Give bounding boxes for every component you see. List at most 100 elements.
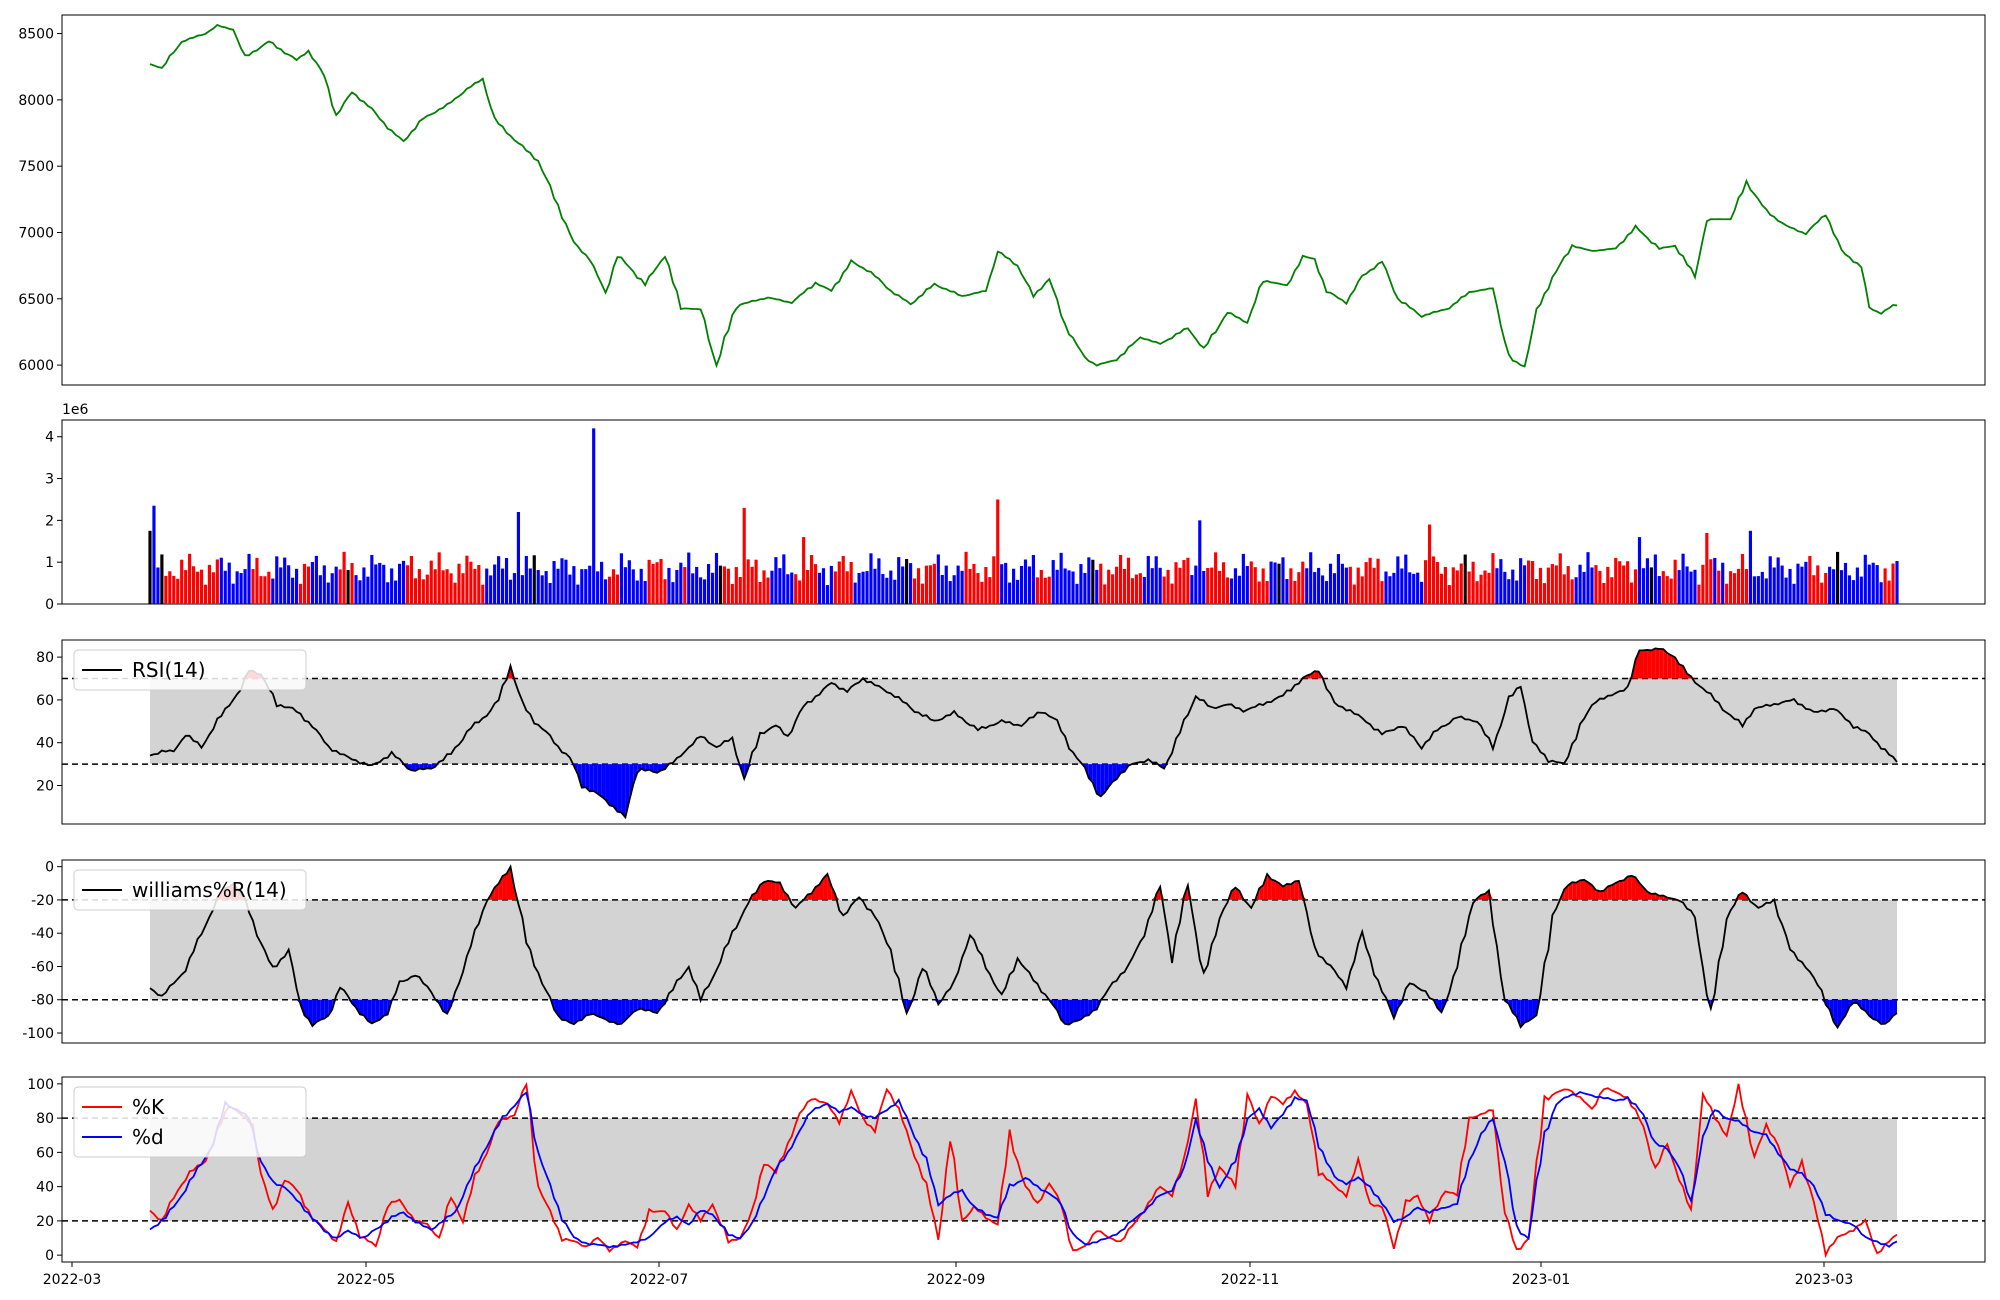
volume-bar — [1404, 554, 1408, 604]
oversold-fill — [383, 999, 388, 1016]
volume-bar — [861, 571, 865, 604]
oversold-fill — [1881, 999, 1886, 1024]
volume-bar — [738, 576, 742, 604]
volume-bar — [992, 556, 996, 604]
volume-bar — [988, 577, 992, 604]
overbought-fill — [1679, 664, 1684, 679]
volume-bar — [382, 564, 386, 604]
volume-bar — [1491, 553, 1495, 604]
volume-bar — [342, 551, 346, 604]
volume-bar — [536, 570, 540, 604]
volume-bar — [1130, 578, 1135, 604]
volume-bar — [1661, 571, 1665, 604]
volume-bar — [172, 575, 176, 604]
volume-bar — [1004, 562, 1008, 604]
overbought-fill — [502, 873, 507, 900]
volume-bar — [251, 569, 255, 604]
volume-bar — [568, 574, 572, 604]
volume-bar — [710, 572, 715, 604]
volume-bar — [821, 568, 826, 604]
oversold-fill — [573, 999, 578, 1025]
volume-bar — [1883, 568, 1887, 604]
oversold-fill — [304, 999, 309, 1019]
volume-bar — [631, 569, 635, 604]
volume-bar — [512, 573, 517, 604]
oversold-fill — [565, 999, 570, 1023]
y-tick-label: 8000 — [18, 93, 54, 109]
oversold-fill — [641, 999, 646, 1011]
volume-bar — [164, 575, 168, 604]
volume-bar — [1008, 582, 1012, 604]
y-tick-label: 80 — [36, 1111, 54, 1127]
volume-bar — [1063, 568, 1067, 604]
volume-bar — [540, 575, 544, 604]
volume-bar — [1166, 569, 1170, 604]
volume-bar — [441, 570, 445, 604]
oversold-fill — [1080, 999, 1085, 1020]
volume-bar — [1471, 561, 1475, 604]
stochastic-panel: 0 20 40 60 80 100 %K %d — [27, 1076, 1986, 1264]
volume-bar — [1867, 564, 1871, 604]
volume-bar — [1277, 563, 1281, 604]
volume-bar — [1475, 581, 1479, 604]
volume-bar — [294, 568, 299, 604]
volume-bar — [1138, 573, 1142, 604]
volume-bar — [457, 563, 461, 604]
volume-bar — [1499, 559, 1503, 604]
oversold-fill — [1873, 999, 1878, 1021]
volume-bar — [1717, 570, 1721, 604]
volume-panel: 0 1 2 3 4 1e6 — [45, 402, 1986, 613]
volume-bar — [1273, 562, 1277, 604]
volume-bar — [778, 568, 782, 604]
overbought-fill — [1655, 893, 1660, 900]
overbought-fill — [1671, 655, 1676, 679]
volume-bar — [1891, 563, 1895, 604]
volume-bar — [544, 571, 548, 604]
oversold-fill — [316, 999, 321, 1023]
volume-bar — [1554, 565, 1558, 604]
oversold-fill — [1057, 999, 1062, 1020]
volume-bar — [1649, 567, 1653, 604]
volume-bar — [1768, 556, 1772, 604]
volume-bar — [643, 580, 647, 604]
volume-bar — [1146, 555, 1150, 604]
volume-bar — [1855, 567, 1859, 604]
volume-bar — [1879, 582, 1883, 604]
volume-bar — [1313, 572, 1317, 604]
volume-bar — [267, 571, 271, 604]
volume-bar — [199, 569, 204, 604]
overbought-fill — [1607, 885, 1612, 900]
volume-bar — [485, 568, 489, 604]
volume-bar — [766, 577, 770, 604]
volume-bar — [1265, 580, 1269, 604]
overbought-fill — [1584, 879, 1589, 900]
volume-bar — [1253, 567, 1257, 604]
overbought-fill — [1286, 883, 1291, 900]
volume-bar — [1871, 562, 1875, 604]
panel-frame — [61, 859, 1986, 1044]
volume-bar — [1218, 570, 1222, 604]
neutral-band — [150, 678, 1897, 765]
volume-bar — [1134, 574, 1138, 604]
volume-bar — [1221, 562, 1226, 604]
volume-bar — [1233, 568, 1238, 604]
y-tick-label: 3 — [45, 472, 54, 488]
x-tick-label: 2022-11 — [1221, 1272, 1280, 1288]
volume-bar — [722, 566, 726, 604]
volume-bar — [1158, 567, 1162, 604]
volume-bar — [857, 572, 861, 604]
volume-bar — [1851, 580, 1856, 604]
volume-bar — [1210, 567, 1214, 604]
volume-bar — [1828, 566, 1832, 604]
volume-bar — [247, 553, 251, 604]
volume-bar — [679, 562, 683, 604]
y-tick-label: 6500 — [18, 292, 54, 308]
volume-bar — [1372, 567, 1376, 604]
overbought-fill — [1643, 887, 1648, 900]
volume-bar — [1578, 564, 1582, 604]
overbought-fill — [767, 880, 772, 900]
volume-bar — [310, 562, 315, 604]
volume-bar — [318, 575, 322, 604]
volume-bar — [627, 560, 631, 604]
volume-bar — [742, 507, 746, 604]
